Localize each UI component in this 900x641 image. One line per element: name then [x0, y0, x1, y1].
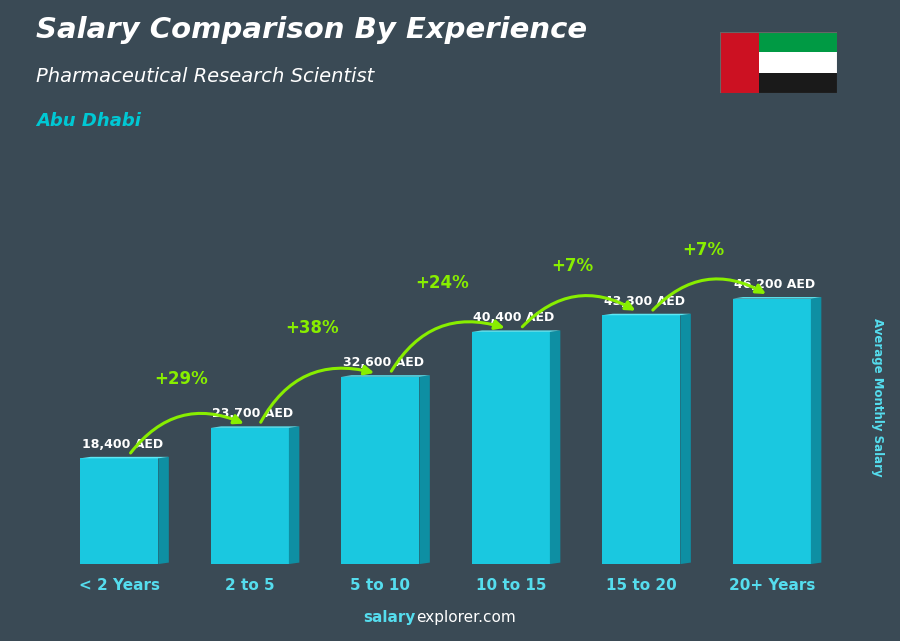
Polygon shape — [733, 297, 822, 299]
Text: 43,300 AED: 43,300 AED — [604, 295, 685, 308]
Text: Average Monthly Salary: Average Monthly Salary — [871, 318, 884, 477]
Text: 46,200 AED: 46,200 AED — [734, 278, 815, 291]
Text: +29%: +29% — [154, 370, 208, 388]
Text: Abu Dhabi: Abu Dhabi — [36, 112, 141, 130]
Polygon shape — [550, 330, 561, 564]
Polygon shape — [289, 426, 300, 564]
Polygon shape — [419, 375, 430, 564]
Text: Salary Comparison By Experience: Salary Comparison By Experience — [36, 16, 587, 44]
Text: 23,700 AED: 23,700 AED — [212, 408, 293, 420]
Polygon shape — [602, 313, 691, 315]
Text: explorer.com: explorer.com — [416, 610, 516, 625]
Text: 40,400 AED: 40,400 AED — [473, 312, 554, 324]
Polygon shape — [211, 426, 300, 428]
Bar — [720, 32, 759, 93]
Polygon shape — [602, 315, 680, 564]
Text: +7%: +7% — [682, 241, 725, 259]
Text: 18,400 AED: 18,400 AED — [82, 438, 163, 451]
Text: salary: salary — [364, 610, 416, 625]
Polygon shape — [680, 313, 691, 564]
Text: +7%: +7% — [552, 258, 594, 276]
Polygon shape — [472, 332, 550, 564]
Polygon shape — [733, 299, 811, 564]
Polygon shape — [158, 457, 169, 564]
Text: Pharmaceutical Research Scientist: Pharmaceutical Research Scientist — [36, 67, 374, 87]
Bar — [720, 32, 837, 53]
Text: 32,600 AED: 32,600 AED — [343, 356, 424, 369]
Polygon shape — [341, 375, 430, 377]
Polygon shape — [341, 377, 419, 564]
Polygon shape — [811, 297, 822, 564]
Text: +38%: +38% — [284, 319, 338, 337]
Text: +24%: +24% — [415, 274, 469, 292]
Polygon shape — [80, 457, 169, 458]
Polygon shape — [472, 330, 561, 332]
Polygon shape — [211, 428, 289, 564]
Bar — [720, 72, 837, 93]
Polygon shape — [80, 458, 158, 564]
Bar — [720, 53, 837, 72]
